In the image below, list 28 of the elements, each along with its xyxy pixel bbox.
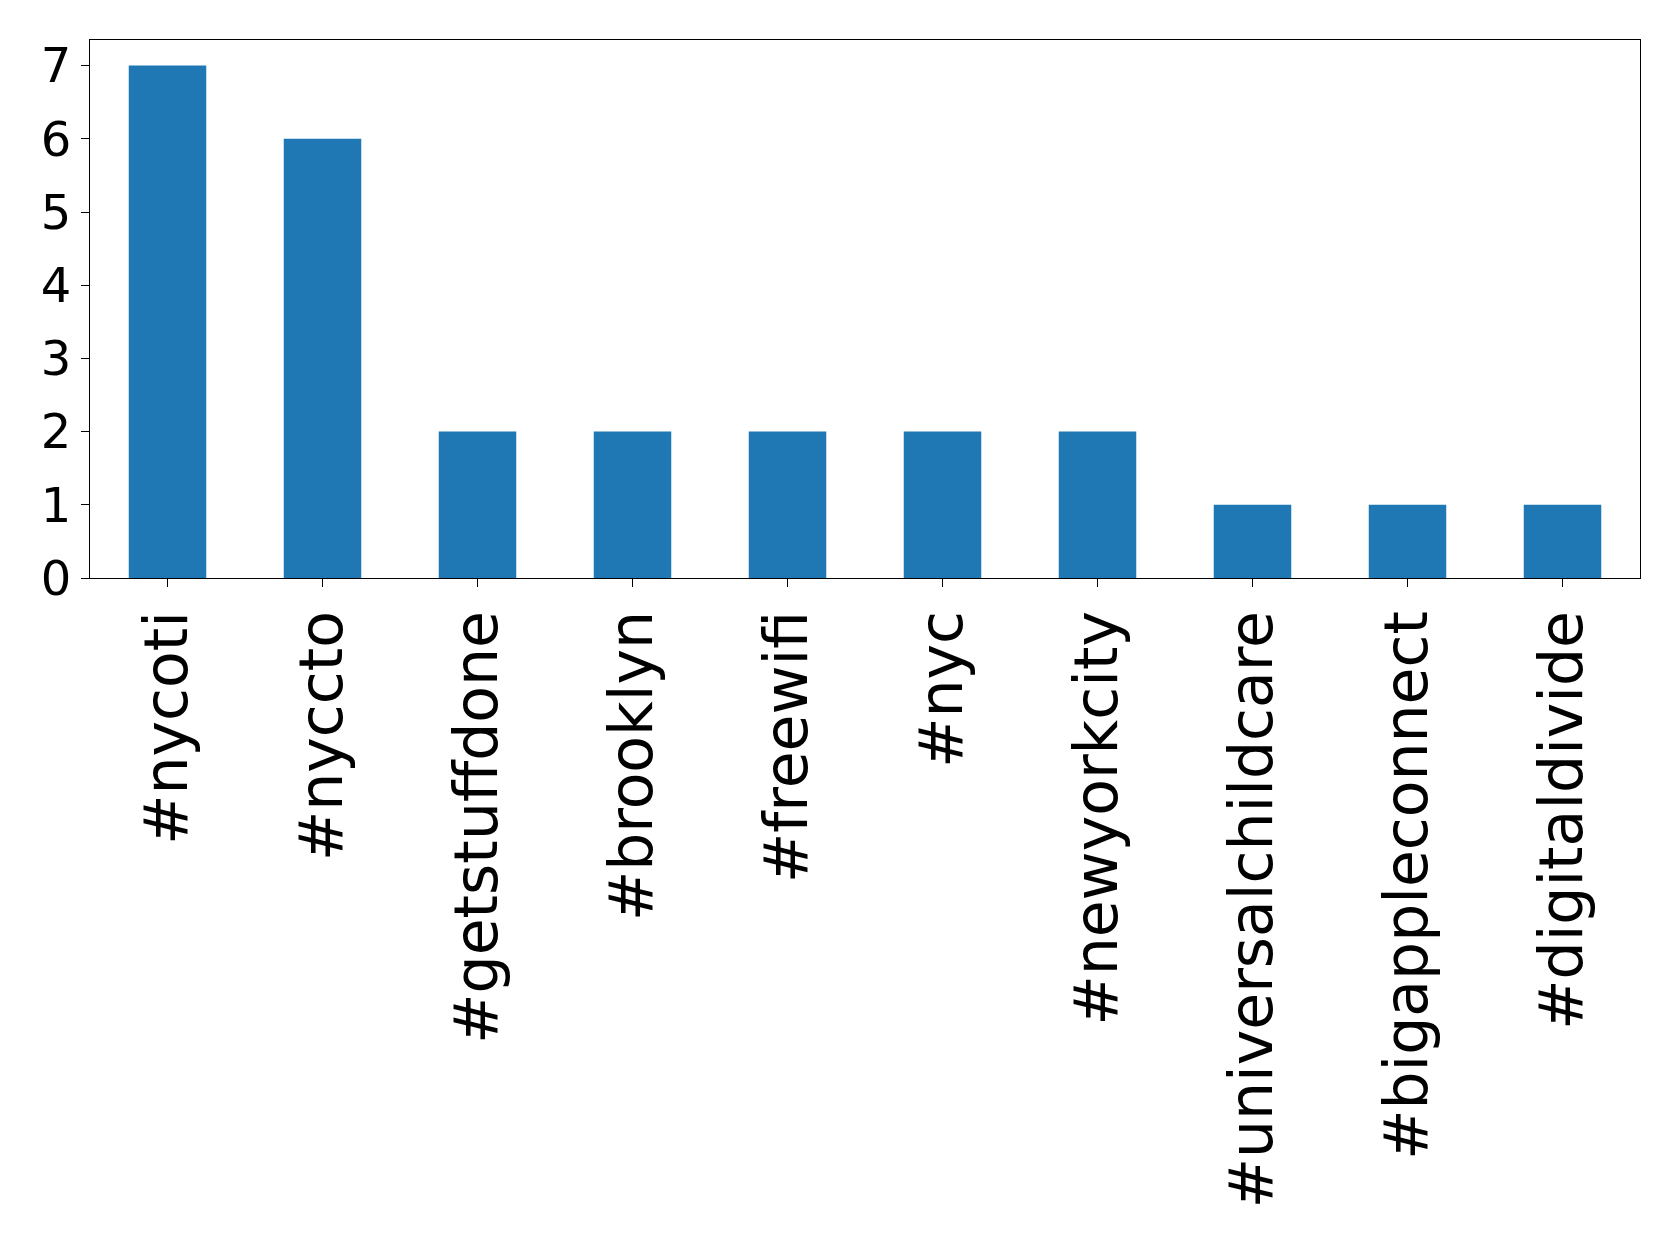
x-tick-label: #getstuffdone — [441, 611, 511, 1044]
x-tick-label: #nyc — [906, 611, 976, 768]
y-tick-label: 1 — [40, 476, 72, 533]
bar — [903, 431, 982, 578]
x-tick-label: #nycoti — [131, 611, 201, 845]
x-tick-label: #brooklyn — [596, 611, 666, 922]
y-tick-label: 6 — [40, 110, 72, 167]
x-tick-label: #bigappleconnect — [1371, 611, 1441, 1160]
bar — [283, 138, 362, 578]
y-tick-label: 2 — [40, 403, 72, 460]
x-tick-label: #newyorkcity — [1061, 611, 1131, 1026]
y-tick-label: 5 — [40, 183, 72, 240]
x-tick-label: #digitaldivide — [1526, 611, 1596, 1030]
bar — [1058, 431, 1137, 578]
x-tick-label: #nyccto — [286, 611, 356, 862]
bar — [748, 431, 827, 578]
bar — [1213, 504, 1292, 578]
bar — [593, 431, 672, 578]
x-tick-label: #universalchildcare — [1216, 611, 1286, 1209]
bar — [438, 431, 517, 578]
y-tick-label: 4 — [40, 257, 72, 314]
bar — [1523, 504, 1602, 578]
y-tick-label: 3 — [40, 330, 72, 387]
y-tick-label: 7 — [40, 37, 72, 94]
y-tick-label: 0 — [40, 549, 72, 606]
bar — [1368, 504, 1447, 578]
bar — [128, 65, 207, 578]
x-tick-label: #freewifi — [751, 611, 821, 884]
